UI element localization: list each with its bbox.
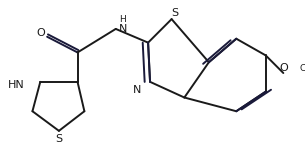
Text: CH₃: CH₃ [299,64,305,73]
Text: HN: HN [8,80,25,90]
Text: S: S [55,134,63,144]
Text: O: O [36,28,45,38]
Text: O: O [279,63,288,73]
Text: S: S [171,8,178,18]
Text: N: N [133,85,141,95]
Text: H: H [119,15,126,24]
Text: N: N [118,24,127,34]
